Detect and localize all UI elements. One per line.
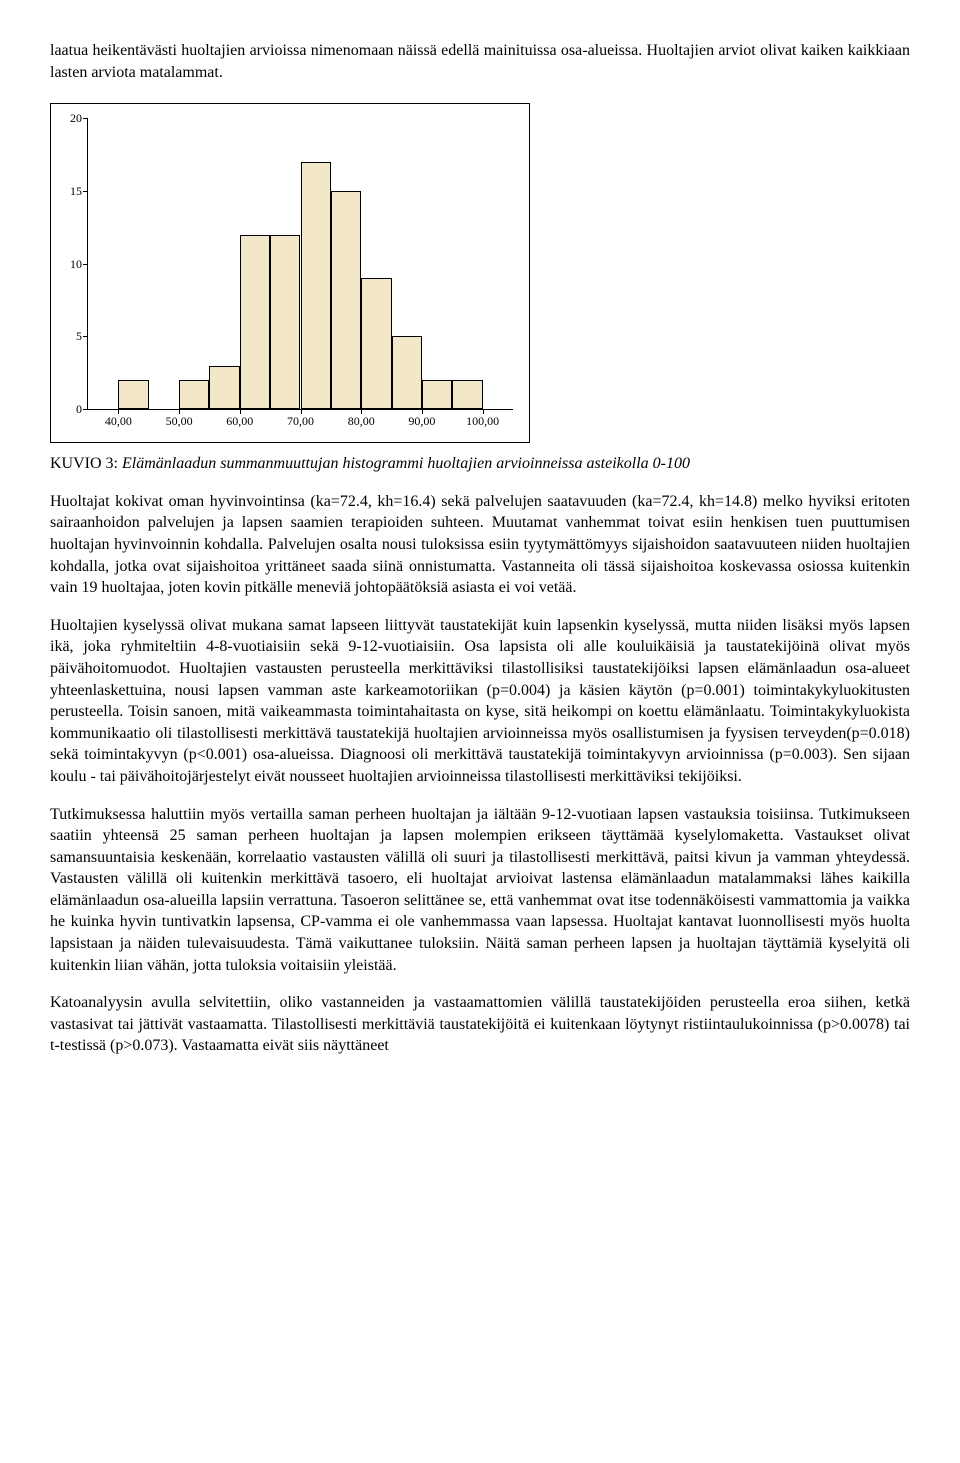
figure-caption: KUVIO 3: Elämänlaadun summanmuuttujan hi… <box>50 453 910 475</box>
body-paragraph: laatua heikentävästi huoltajien arvioiss… <box>50 40 910 83</box>
x-tick-label: 60,00 <box>226 413 253 429</box>
x-tick-label: 90,00 <box>408 413 435 429</box>
histogram-bar <box>361 278 391 409</box>
x-tick-label: 50,00 <box>166 413 193 429</box>
histogram-bar <box>422 380 452 409</box>
chart-plot-area: 0510152040,0050,0060,0070,0080,0090,0010… <box>87 118 513 410</box>
histogram-bar <box>331 191 361 409</box>
histogram-bar <box>392 336 422 409</box>
histogram-bar <box>240 235 270 410</box>
x-tick-label: 70,00 <box>287 413 314 429</box>
y-tick-label: 5 <box>58 328 82 344</box>
y-tick-label: 10 <box>58 256 82 272</box>
histogram-bar <box>301 162 331 409</box>
y-tick-label: 0 <box>58 401 82 417</box>
histogram-bar <box>270 235 300 410</box>
histogram-figure: 0 5 10 15 20 40,00 50,00 60,00 70,00 80,00 90,00 10… <box>50 103 910 443</box>
histogram-bar <box>452 380 482 409</box>
figure-caption-text: Elämänlaadun summanmuuttujan histogrammi… <box>122 455 690 472</box>
y-tick-label: 20 <box>58 110 82 126</box>
x-tick-label: 100,00 <box>466 413 499 429</box>
figure-caption-prefix: KUVIO 3: <box>50 455 122 472</box>
y-tick-label: 15 <box>58 183 82 199</box>
x-tick-label: 80,00 <box>348 413 375 429</box>
histogram-bar <box>209 366 239 410</box>
body-paragraph: Katoanalyysin avulla selvitettiin, oliko… <box>50 992 910 1057</box>
histogram-bar <box>179 380 209 409</box>
chart-frame: 0 5 10 15 20 40,00 50,00 60,00 70,00 80,00 90,00 10… <box>50 103 530 443</box>
x-tick-label: 40,00 <box>105 413 132 429</box>
body-paragraph: Huoltajat kokivat oman hyvinvointinsa (k… <box>50 491 910 599</box>
histogram-bar <box>118 380 148 409</box>
body-paragraph: Tutkimuksessa haluttiin myös vertailla s… <box>50 804 910 977</box>
body-paragraph: Huoltajien kyselyssä olivat mukana samat… <box>50 615 910 788</box>
